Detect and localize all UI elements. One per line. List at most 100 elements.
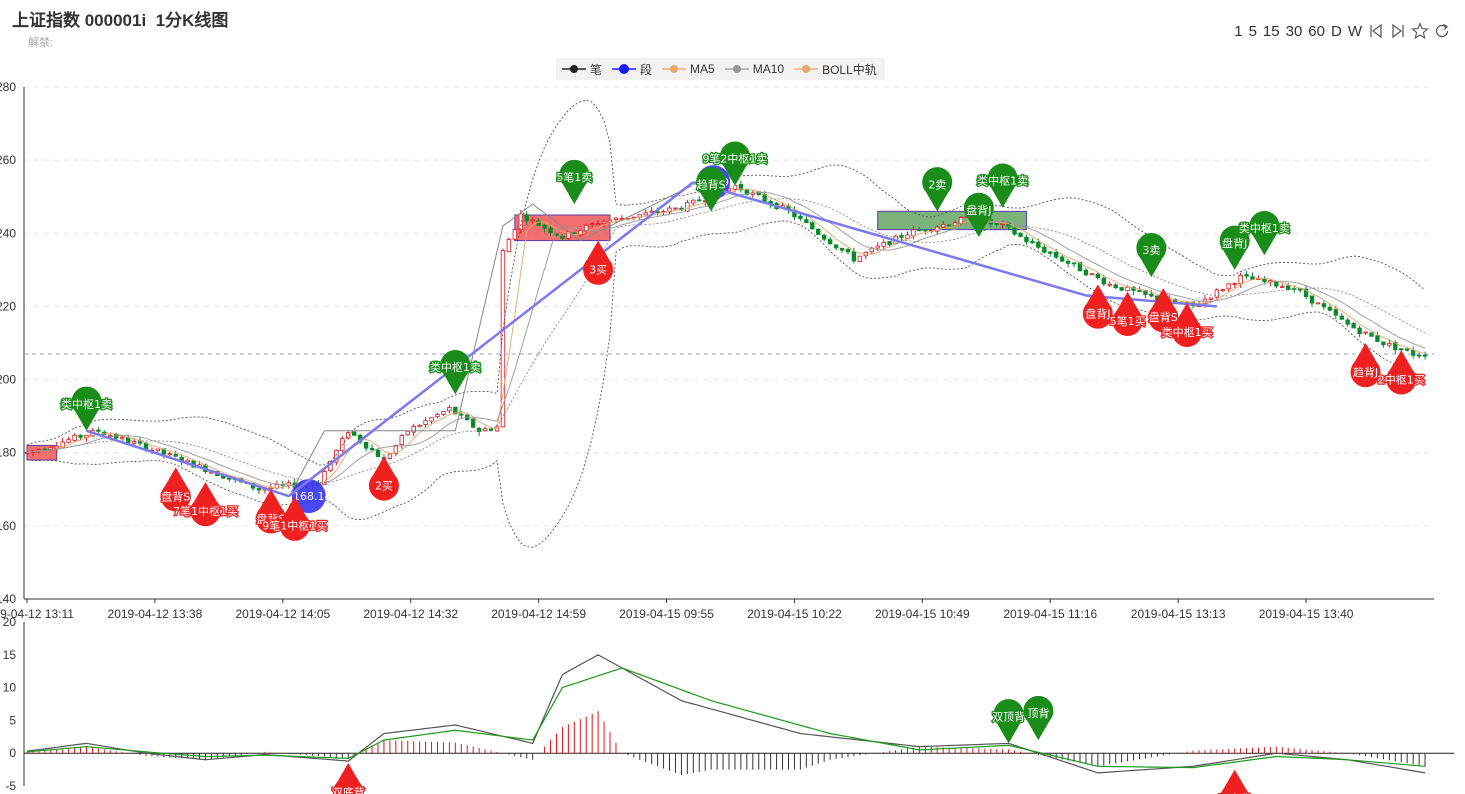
candle — [595, 220, 601, 226]
candle — [1416, 351, 1422, 359]
y-tick-label: 3160 — [0, 519, 16, 533]
candle — [1113, 283, 1118, 289]
candle — [399, 433, 404, 449]
candle-body — [429, 417, 434, 422]
sell-signal-marker: 趋背S — [695, 167, 727, 212]
chart-legend: 笔 段 MA5 MA10 BOLL中轨 — [556, 58, 885, 80]
candle — [1059, 254, 1065, 262]
sell-pin-shape — [963, 192, 994, 237]
sell-signal-marker: 9笔2中枢1卖 — [701, 141, 769, 186]
candle-body — [917, 229, 922, 232]
candle — [1351, 321, 1356, 329]
x-tick-label: 2019-04-12 14:32 — [363, 607, 458, 621]
candle — [1410, 346, 1416, 359]
candle — [1071, 262, 1077, 268]
candle — [352, 431, 357, 436]
refresh-icon[interactable] — [1431, 20, 1453, 42]
period-5m-button[interactable]: 5 — [1248, 22, 1257, 40]
sell-signal-marker: 5笔1卖 — [555, 159, 594, 205]
period-60m-button[interactable]: 60 — [1308, 22, 1325, 40]
candle-body — [1149, 293, 1154, 297]
candle-body — [1012, 227, 1017, 235]
legend-item-bi[interactable]: 笔 — [562, 61, 602, 78]
candle — [738, 180, 744, 193]
x-tick-label: 2019-04-12 14:05 — [235, 607, 330, 621]
y-tick-label: 3280 — [0, 80, 16, 94]
candle — [1042, 243, 1047, 254]
candle-body — [923, 229, 928, 232]
candle-body — [1059, 256, 1065, 262]
candle-body — [1238, 274, 1243, 285]
candle-body — [1000, 223, 1005, 225]
period-week-button[interactable]: W — [1347, 22, 1362, 40]
candle-body — [1101, 277, 1106, 285]
candle-body — [393, 445, 399, 454]
candle — [1262, 276, 1267, 285]
buy-signal-marker: 3买 — [583, 240, 614, 285]
candle — [1089, 273, 1095, 276]
candle-body — [1405, 348, 1410, 351]
star-icon[interactable] — [1409, 20, 1431, 42]
candle — [1375, 331, 1380, 343]
candle — [1369, 332, 1374, 337]
legend-item-ma5[interactable]: MA5 — [662, 62, 715, 76]
buy-signal-marker: 双底背 — [331, 763, 366, 794]
candle-body — [1315, 302, 1321, 305]
candle-body — [1351, 322, 1356, 329]
candle-body — [994, 222, 999, 225]
candle — [1250, 272, 1255, 280]
sell-pin-shape — [696, 167, 727, 212]
candle — [447, 405, 452, 414]
candle-body — [530, 219, 535, 222]
period-1m-button[interactable]: 1 — [1234, 22, 1243, 40]
candle — [1244, 270, 1249, 280]
sell-signal-marker: 盘背J — [963, 192, 994, 237]
candle-body — [500, 250, 506, 428]
buy-pin-label: 7笔1中枢1买 — [173, 504, 238, 518]
candle — [589, 222, 595, 228]
candle-body — [1339, 315, 1344, 320]
sell-pin-label: 类中枢1卖 — [1239, 221, 1290, 235]
last-page-icon[interactable] — [1387, 20, 1409, 42]
candle-body — [185, 459, 190, 463]
sell-pin-shape — [1136, 232, 1167, 278]
candle — [524, 211, 529, 226]
sell-pin-shape — [440, 350, 471, 395]
legend-item-duan[interactable]: 段 — [612, 61, 652, 78]
buy-signal-marker: 2买 — [368, 456, 399, 501]
candle-body — [1416, 354, 1422, 357]
candle-body — [1137, 290, 1142, 292]
candle — [54, 442, 59, 453]
buy-signal-marker: 趋背J — [1350, 343, 1381, 388]
candle-body — [1083, 269, 1089, 276]
buy-pin-label: 5笔1买 — [1110, 314, 1146, 328]
buy-pin-label: 盘背S — [161, 489, 190, 503]
candle — [1327, 303, 1333, 312]
buy-pin-label: 9笔1中枢1买 — [262, 519, 327, 533]
candle — [346, 431, 351, 440]
period-15m-button[interactable]: 15 — [1262, 22, 1280, 40]
first-page-icon[interactable] — [1365, 20, 1387, 42]
legend-item-ma10[interactable]: MA10 — [724, 62, 784, 76]
candle — [691, 199, 696, 207]
legend-item-boll-mid[interactable]: BOLL中轨 — [794, 61, 877, 78]
period-day-button[interactable]: D — [1330, 22, 1342, 40]
candle — [375, 448, 381, 458]
candle — [530, 217, 535, 225]
period-30m-button[interactable]: 30 — [1285, 22, 1303, 40]
sell-pin-shape — [719, 141, 750, 186]
candle-body — [1286, 285, 1291, 290]
candle-body — [685, 202, 690, 212]
candle — [619, 215, 625, 220]
candle — [423, 417, 428, 428]
candle — [369, 444, 375, 451]
candle-body — [441, 411, 446, 415]
boll-mid-line — [26, 198, 1426, 483]
candle-body — [1030, 240, 1035, 244]
candle-body — [1054, 251, 1059, 258]
candle — [405, 430, 410, 436]
candle-body — [1214, 289, 1220, 298]
candle-body — [1107, 283, 1112, 286]
candle — [917, 226, 922, 232]
